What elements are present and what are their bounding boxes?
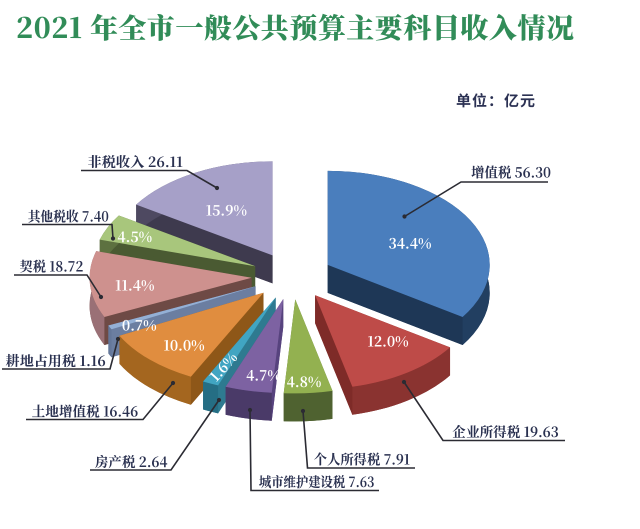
slice-label-1: 企业所得税 19.63	[452, 422, 559, 442]
leader-line-1	[403, 381, 565, 442]
pie-slice-rim-2	[283, 390, 333, 422]
pie-slice-top-4	[203, 297, 276, 386]
leader-line-6	[2, 338, 119, 370]
slice-label-0: 增值税 56.30	[471, 163, 551, 183]
pie-slice-3	[225, 298, 284, 421]
pie-slice-top-1	[315, 295, 451, 387]
leader-dot-8	[110, 236, 116, 241]
percent-label-8: 4.5%	[117, 227, 152, 247]
pie-slice-top-3	[225, 298, 284, 393]
leader-line-2	[302, 410, 415, 469]
pie-slice-1	[315, 295, 451, 415]
pie-slice-top-2	[283, 299, 333, 394]
chart-title: 2021 年全市一般公共预算主要科目收入情况	[16, 7, 575, 47]
slice-label-4: 房产税 2.64	[95, 452, 168, 472]
leader-dot-4	[216, 397, 222, 403]
leader-dot-3	[247, 407, 253, 413]
pie-slice-top-6	[108, 286, 256, 330]
leader-line-3	[249, 409, 379, 492]
pie-slice-rim-3	[225, 386, 272, 421]
percent-label-3: 4.7%	[246, 366, 281, 386]
leader-dot-7	[98, 294, 104, 300]
leader-dot-9	[214, 185, 220, 191]
pie-slice-top-0	[327, 170, 490, 317]
slice-label-9: 非税收入 26.11	[87, 152, 183, 172]
percent-label-9: 15.9%	[206, 201, 247, 221]
pie-slice-top-9	[136, 161, 273, 256]
pie-slice-0	[327, 170, 490, 345]
leader-dot-1	[401, 379, 407, 385]
leader-dot-5	[170, 380, 176, 386]
percent-label-7: 11.4%	[115, 276, 155, 296]
pie-slice-2	[283, 299, 333, 422]
slice-label-7: 契税 18.72	[20, 257, 84, 277]
pie-slice-9	[136, 161, 273, 284]
leader-dot-0	[402, 214, 407, 219]
leader-line-7	[14, 274, 102, 298]
pie-slice-rim-4	[203, 381, 219, 414]
unit-label: 单位：亿元	[456, 90, 537, 111]
leader-line-9	[81, 169, 218, 189]
leader-dot-6	[115, 336, 121, 342]
percent-label-0: 34.4%	[388, 234, 431, 254]
percent-label-1: 12.0%	[367, 332, 408, 352]
percent-label-5: 10.0%	[163, 336, 204, 356]
pie-slice-rim-1	[352, 347, 451, 415]
pie-slice-rim-5	[119, 335, 191, 405]
slice-label-2: 个人所得税 7.91	[314, 450, 411, 470]
pie-slice-cut-end-4	[203, 297, 276, 410]
pie-slice-top-5	[119, 292, 264, 377]
slice-label-3: 城市维护建设税 7.63	[259, 472, 375, 492]
slice-label-6: 耕地占用税 1.16	[6, 351, 106, 371]
leader-line-0	[404, 181, 548, 218]
pie-slice-top-7	[89, 251, 252, 317]
slice-label-5: 土地增值税 16.46	[32, 402, 139, 422]
percent-label-6: 0.7%	[122, 315, 157, 335]
slice-label-8: 其他税收 7.40	[28, 207, 109, 227]
leader-line-4	[90, 399, 220, 471]
pie-slice-cut-end-1	[315, 295, 353, 415]
pie-slice-rim-6	[108, 325, 112, 358]
pie-slice-top-8	[99, 215, 256, 267]
leader-line-8	[22, 223, 114, 239]
pie-slice-cut-end-0	[327, 264, 463, 345]
leader-line-5	[26, 382, 174, 421]
leader-dot-2	[300, 408, 306, 414]
percent-label-2: 4.8%	[287, 372, 322, 392]
